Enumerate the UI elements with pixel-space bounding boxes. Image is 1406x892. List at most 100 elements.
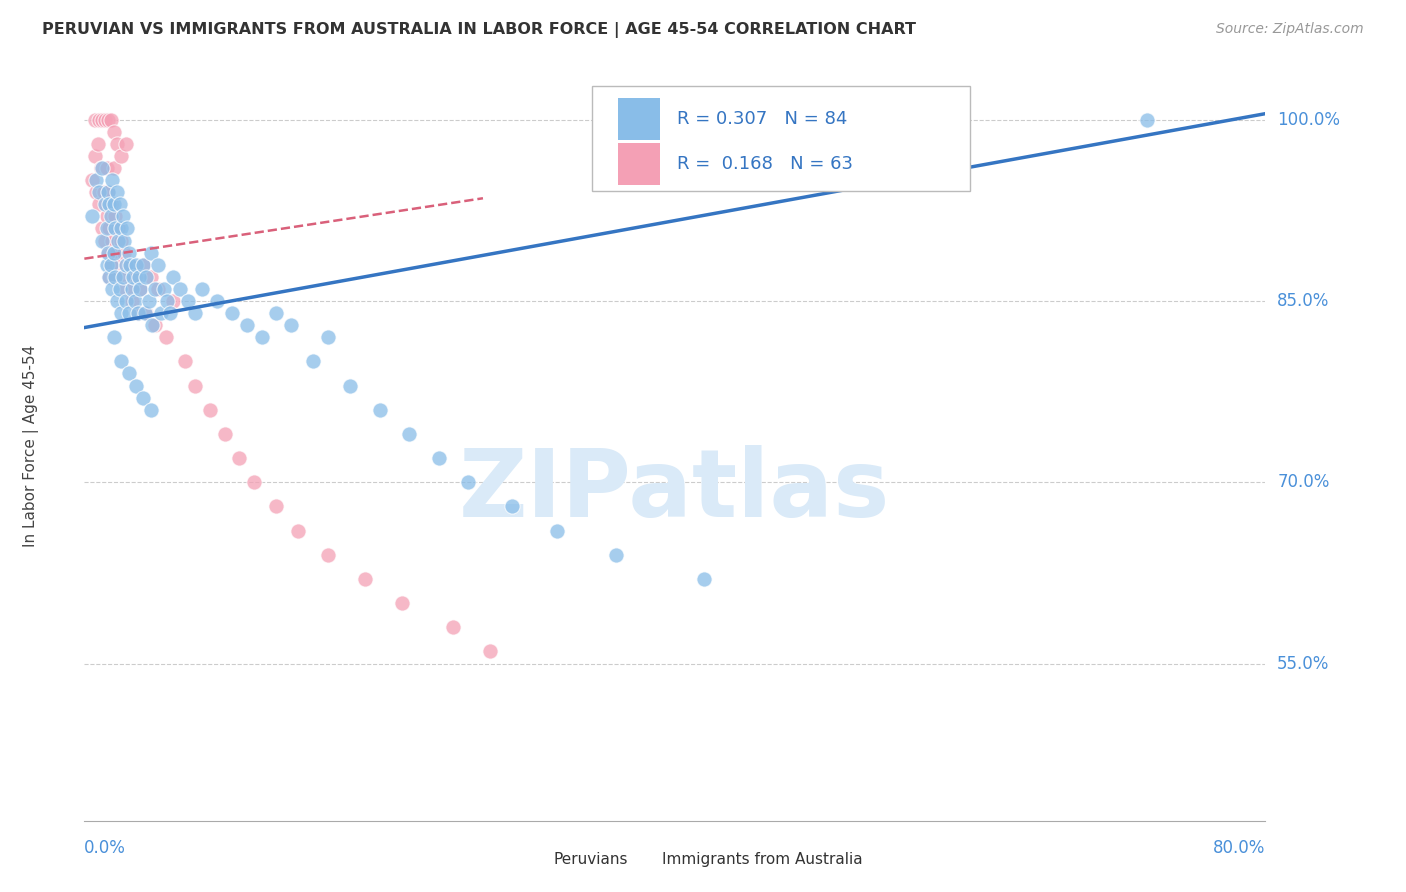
Point xyxy=(173,354,195,368)
Point xyxy=(101,282,124,296)
Point xyxy=(479,644,502,658)
Bar xyxy=(630,848,657,871)
Point xyxy=(110,149,132,163)
Point xyxy=(118,245,141,260)
Point xyxy=(107,234,129,248)
Point xyxy=(105,185,128,199)
Point xyxy=(96,161,118,175)
Point xyxy=(143,282,166,296)
Point xyxy=(101,173,124,187)
Point xyxy=(103,161,125,175)
Point xyxy=(169,282,191,296)
Point xyxy=(98,269,121,284)
Point xyxy=(184,306,207,320)
Point xyxy=(159,306,181,320)
Point xyxy=(108,282,131,296)
Point xyxy=(97,245,120,260)
Text: In Labor Force | Age 45-54: In Labor Force | Age 45-54 xyxy=(24,345,39,547)
Point xyxy=(124,293,146,308)
Point xyxy=(114,258,136,272)
Point xyxy=(125,378,148,392)
Text: PERUVIAN VS IMMIGRANTS FROM AUSTRALIA IN LABOR FORCE | AGE 45-54 CORRELATION CHA: PERUVIAN VS IMMIGRANTS FROM AUSTRALIA IN… xyxy=(42,22,917,38)
Point xyxy=(87,197,111,211)
Point xyxy=(162,269,184,284)
Point xyxy=(443,620,465,634)
Point xyxy=(94,112,117,127)
Point xyxy=(110,221,132,235)
Point xyxy=(214,426,236,441)
Point xyxy=(83,112,105,127)
Point xyxy=(427,451,450,466)
Point xyxy=(84,185,107,199)
Point xyxy=(114,136,136,151)
Point xyxy=(280,318,302,333)
Point xyxy=(354,572,377,586)
Point xyxy=(97,112,120,127)
Point xyxy=(316,330,339,344)
Point xyxy=(94,234,117,248)
Point xyxy=(110,306,132,320)
Point xyxy=(148,258,170,272)
Point xyxy=(132,391,155,405)
Point xyxy=(302,354,325,368)
Point xyxy=(141,318,163,333)
Text: 70.0%: 70.0% xyxy=(1277,474,1330,491)
Point xyxy=(207,293,229,308)
Point xyxy=(118,306,141,320)
Point xyxy=(191,282,214,296)
Text: 0.0%: 0.0% xyxy=(84,838,127,857)
Point xyxy=(368,402,391,417)
Point xyxy=(104,210,127,224)
Point xyxy=(96,210,118,224)
Point xyxy=(121,293,143,308)
Point xyxy=(108,258,131,272)
Point xyxy=(398,426,420,441)
Point xyxy=(139,245,162,260)
Point xyxy=(100,197,122,211)
Point xyxy=(104,221,127,235)
Point xyxy=(96,258,118,272)
Text: 100.0%: 100.0% xyxy=(1277,111,1340,128)
Point xyxy=(316,548,339,562)
Point xyxy=(91,221,114,235)
Point xyxy=(266,306,288,320)
Point xyxy=(177,293,200,308)
Point xyxy=(118,367,141,381)
Point xyxy=(97,185,120,199)
Point xyxy=(83,149,105,163)
Point xyxy=(287,524,309,538)
Point xyxy=(100,258,122,272)
Point xyxy=(105,136,128,151)
Point xyxy=(103,269,125,284)
Point xyxy=(125,258,148,272)
Point xyxy=(96,221,118,235)
Bar xyxy=(619,98,659,140)
Text: ZIPatlas: ZIPatlas xyxy=(460,445,890,537)
Point xyxy=(100,112,122,127)
Point xyxy=(156,293,179,308)
Point xyxy=(105,245,128,260)
Point xyxy=(132,258,155,272)
Point xyxy=(127,306,149,320)
Point xyxy=(121,282,143,296)
Point xyxy=(134,306,156,320)
Point xyxy=(129,282,152,296)
Point xyxy=(153,282,176,296)
Point xyxy=(84,173,107,187)
Point xyxy=(128,269,150,284)
Point xyxy=(221,306,243,320)
Point xyxy=(114,282,136,296)
Point xyxy=(266,500,288,514)
Point xyxy=(1136,112,1159,127)
FancyBboxPatch shape xyxy=(592,87,970,191)
Point xyxy=(110,354,132,368)
Text: 85.0%: 85.0% xyxy=(1277,292,1330,310)
Point xyxy=(693,572,716,586)
Point xyxy=(501,500,523,514)
Point xyxy=(97,185,120,199)
Point xyxy=(129,282,152,296)
Point xyxy=(91,112,114,127)
Point xyxy=(124,269,146,284)
Point xyxy=(91,234,114,248)
Point xyxy=(87,185,111,199)
